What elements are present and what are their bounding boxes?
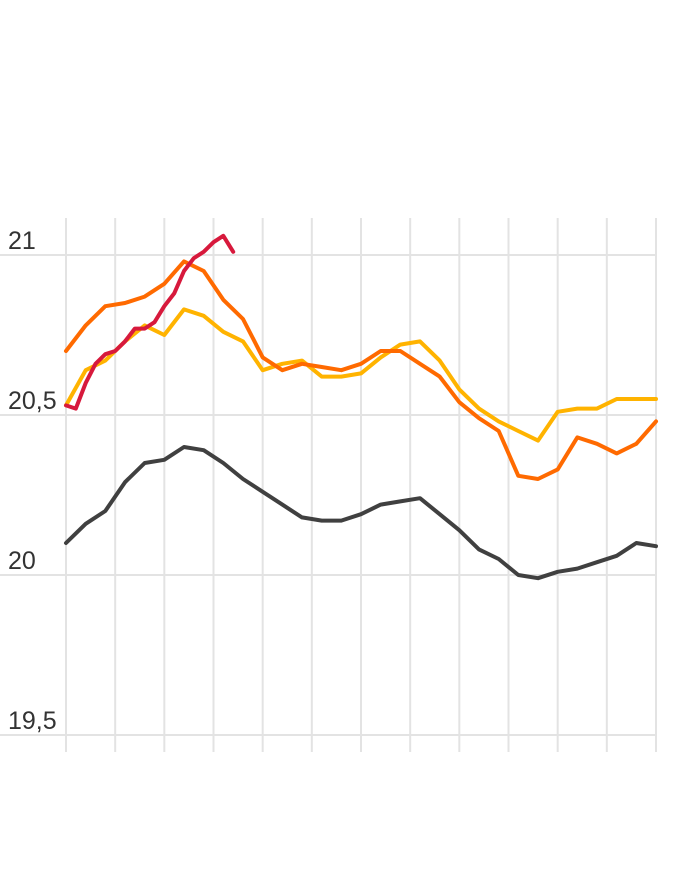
y-tick-label: 20 [8,547,36,575]
series-line-2 [64,307,658,443]
y-axis-tick-labels: 21 20,5 20 19,5 [8,227,57,735]
series-line-4 [64,233,236,411]
series-line-3 [64,259,658,481]
y-tick-label: 20,5 [8,387,57,415]
y-tick-label: 19,5 [8,707,57,735]
series-lines [64,233,658,581]
grid [0,218,657,752]
y-tick-label: 21 [8,227,36,255]
series-line-1 [64,445,658,581]
